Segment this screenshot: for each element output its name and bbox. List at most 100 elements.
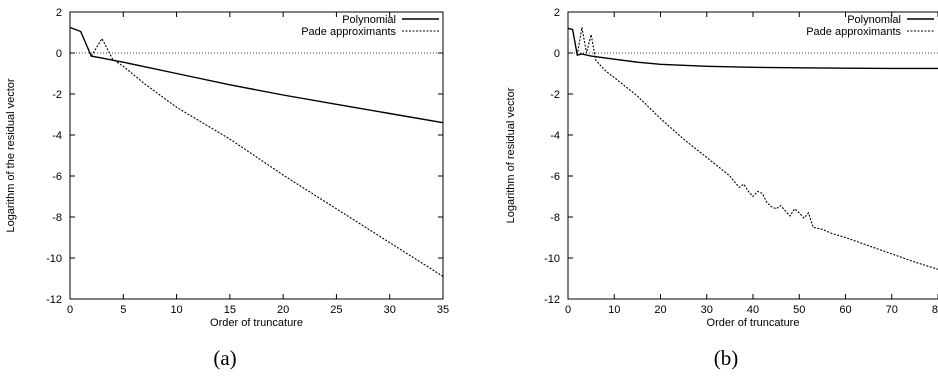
data-point-polynomial xyxy=(845,68,846,69)
x-axis-title: Order of truncature xyxy=(707,317,800,329)
data-point-pade xyxy=(595,60,596,61)
legend-label: Polynomial xyxy=(342,14,396,26)
data-point-polynomial xyxy=(123,62,124,63)
data-point-pade xyxy=(803,217,804,218)
y-tick-label: 2 xyxy=(554,7,560,19)
x-tick-label: 25 xyxy=(330,304,342,316)
data-point-pade xyxy=(914,262,915,263)
data-point-pade xyxy=(817,228,818,229)
y-tick-label: -2 xyxy=(52,89,62,101)
x-axis-title: Order of truncature xyxy=(210,317,303,329)
data-point-polynomial xyxy=(101,58,102,59)
plot-frame xyxy=(69,11,444,300)
y-tick-label: -6 xyxy=(550,171,560,183)
data-point-polynomial xyxy=(591,55,592,56)
y-tick-label: -4 xyxy=(550,130,560,142)
y-tick-label: 0 xyxy=(56,48,62,60)
data-point-pade xyxy=(706,157,707,158)
data-point-pade xyxy=(776,208,777,209)
data-point-pade xyxy=(283,174,284,175)
data-point-polynomial xyxy=(442,122,443,123)
x-tick-label: 5 xyxy=(120,304,126,316)
plot-frame xyxy=(567,11,938,300)
data-point-pade xyxy=(176,107,177,108)
data-point-pade xyxy=(660,118,661,119)
x-tick-label: 20 xyxy=(277,304,289,316)
data-point-polynomial xyxy=(614,59,615,60)
data-point-polynomial xyxy=(660,64,661,65)
data-point-pade xyxy=(586,52,587,53)
data-point-pade xyxy=(144,83,145,84)
y-tick-label: -2 xyxy=(550,89,560,101)
data-point-polynomial xyxy=(112,60,113,61)
data-point-polynomial xyxy=(891,68,892,69)
data-point-pade xyxy=(762,193,763,194)
x-tick-label: 10 xyxy=(608,304,620,316)
data-point-polynomial xyxy=(336,104,337,105)
data-point-pade xyxy=(229,139,230,140)
y-tick-label: -12 xyxy=(544,294,560,306)
data-point-pade xyxy=(577,54,578,55)
y-axis-title: Logarithm of residual vector xyxy=(505,87,517,223)
data-point-polynomial xyxy=(567,28,568,29)
data-point-pade xyxy=(637,95,638,96)
x-tick-label: 20 xyxy=(654,304,666,316)
x-tick-label: 15 xyxy=(224,304,236,316)
data-point-pade xyxy=(771,206,772,207)
data-point-pade xyxy=(799,212,800,213)
data-point-pade xyxy=(683,139,684,140)
data-point-pade xyxy=(831,233,832,234)
y-tick-label: -10 xyxy=(46,253,62,265)
data-point-pade xyxy=(822,229,823,230)
y-tick-label: -12 xyxy=(46,294,62,306)
y-tick-label: -4 xyxy=(52,130,62,142)
x-tick-label: 0 xyxy=(565,304,571,316)
data-point-pade xyxy=(743,184,744,185)
x-tick-label: 8 xyxy=(932,304,938,316)
y-tick-label: 2 xyxy=(56,7,62,19)
data-point-pade xyxy=(794,208,795,209)
data-point-pade xyxy=(808,212,809,213)
data-point-pade xyxy=(845,237,846,238)
legend-label: Pade approximants xyxy=(806,26,901,38)
data-point-polynomial xyxy=(229,84,230,85)
y-axis-title: Logarithm of the residual vector xyxy=(5,78,17,232)
x-tick-label: 60 xyxy=(839,304,851,316)
data-point-pade xyxy=(748,191,749,192)
legend-label: Polynomial xyxy=(847,14,901,26)
data-point-pade xyxy=(389,242,390,243)
data-point-polynomial xyxy=(637,62,638,63)
data-point-pade xyxy=(581,27,582,28)
data-point-pade xyxy=(868,245,869,246)
data-point-pade xyxy=(789,215,790,216)
series-line-pade xyxy=(90,37,444,277)
y-tick-label: -8 xyxy=(52,212,62,224)
panel-caption: (b) xyxy=(714,346,739,370)
data-point-pade xyxy=(766,202,767,203)
series-line-pade xyxy=(576,27,938,270)
data-point-polynomial xyxy=(283,94,284,95)
data-point-polynomial xyxy=(176,73,177,74)
data-point-polynomial xyxy=(581,53,582,54)
series-line-polynomial xyxy=(69,26,444,124)
data-point-pade xyxy=(785,210,786,211)
x-tick-label: 35 xyxy=(437,304,449,316)
data-point-polynomial xyxy=(69,27,70,28)
data-point-pade xyxy=(891,253,892,254)
data-point-pade xyxy=(336,208,337,209)
x-tick-label: 30 xyxy=(701,304,713,316)
data-point-polynomial xyxy=(389,113,390,114)
x-tick-label: 70 xyxy=(886,304,898,316)
x-tick-label: 10 xyxy=(170,304,182,316)
series-line-polynomial xyxy=(567,27,938,70)
data-point-pade xyxy=(739,187,740,188)
y-tick-label: -8 xyxy=(550,212,560,224)
data-point-pade xyxy=(604,70,605,71)
data-point-pade xyxy=(813,227,814,228)
data-point-pade xyxy=(442,276,443,277)
data-point-polynomial xyxy=(80,31,81,32)
data-point-polynomial xyxy=(752,67,753,68)
y-tick-label: -6 xyxy=(52,171,62,183)
